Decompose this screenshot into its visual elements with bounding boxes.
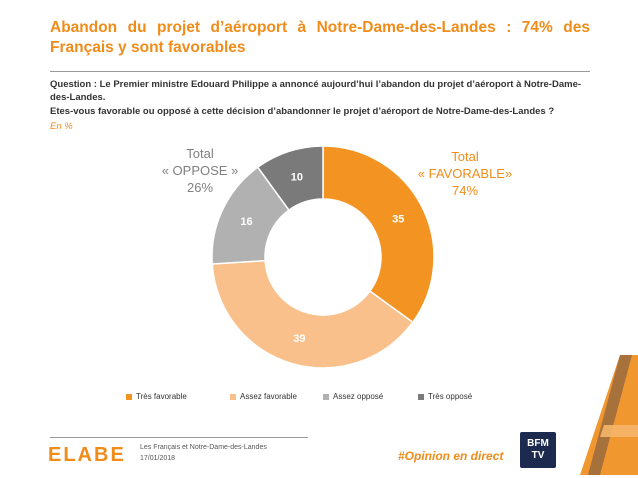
donut-slice-label-1: 35 (392, 214, 404, 226)
header-divider (50, 71, 590, 72)
donut-slice-label-4: 10 (291, 172, 303, 184)
hashtag: #Opinion en direct (398, 449, 504, 463)
total-oppose-label: Total « OPPOSE » 26% (140, 145, 260, 196)
bfmtv-logo-line2: TV (531, 450, 545, 461)
legend-swatch-2 (230, 393, 236, 400)
donut-slice-1 (322, 145, 435, 324)
legend-swatch-1 (126, 393, 132, 400)
survey-date: 17/01/2018 (140, 455, 176, 462)
donut-slice-4 (256, 145, 324, 212)
bfmtv-logo-line1: BFM (527, 438, 549, 449)
decorative-a-shape-icon (580, 355, 638, 475)
legend-label-4: Très opposé (428, 392, 473, 401)
legend-label-1: Très favorable (136, 392, 187, 401)
legend-swatch-3 (323, 393, 329, 400)
footer-divider (50, 437, 308, 438)
total-oppose-line1: Total (186, 146, 214, 161)
elabe-logo: ELABE (48, 444, 126, 466)
total-oppose-value: 26% (186, 180, 214, 195)
total-favorable-label: Total « FAVORABLE» 74% (400, 148, 530, 199)
donut-slice-label-2: 39 (293, 333, 305, 345)
legend-item-4: Très opposé (418, 392, 472, 401)
question-text: Question : Le Premier ministre Edouard P… (50, 79, 582, 103)
unit-label: En % (50, 121, 73, 132)
legend-item-2: Assez favorable (230, 392, 297, 401)
total-favorable-value: 74% (451, 183, 479, 198)
legend-swatch-4 (418, 393, 424, 400)
total-favorable-line1: Total (451, 149, 479, 164)
donut-slice-label-3: 16 (240, 216, 252, 228)
subquestion-text: Etes-vous favorable ou opposé à cette dé… (50, 106, 555, 117)
total-favorable-line2: « FAVORABLE» (417, 166, 513, 181)
legend-label-3: Assez opposé (333, 392, 384, 401)
bfmtv-logo: BFM TV (520, 432, 556, 468)
survey-title: Les Français et Notre-Dame-des-Landes (140, 444, 267, 451)
chart-legend: Très favorable Assez favorable Assez oppos… (0, 392, 638, 406)
donut-slice-2 (211, 259, 414, 369)
legend-item-3: Assez opposé (323, 392, 383, 401)
legend-item-1: Très favorable (126, 392, 187, 401)
page-title: Abandon du projet d’aéroport à Notre-Dam… (50, 19, 590, 56)
total-oppose-line2: « OPPOSE » (161, 163, 239, 178)
legend-label-2: Assez favorable (240, 392, 297, 401)
